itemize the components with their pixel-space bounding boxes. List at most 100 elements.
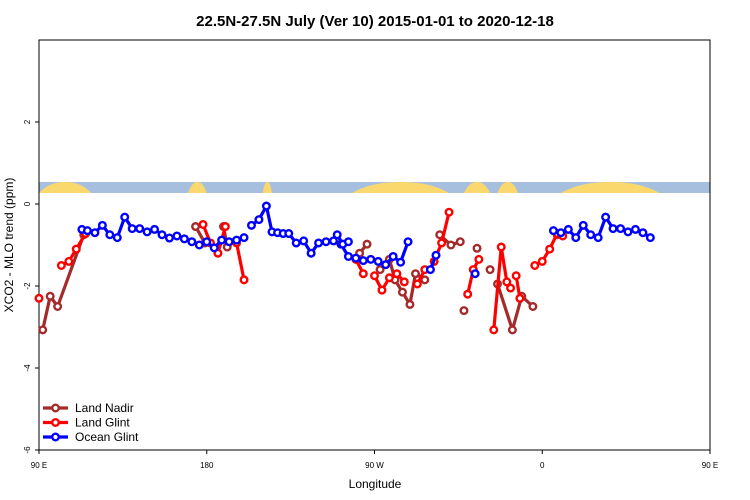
data-point	[239, 275, 249, 285]
data-point	[135, 224, 145, 234]
data-point	[38, 325, 48, 335]
x-axis-label: Longitude	[349, 477, 402, 491]
data-point	[343, 237, 353, 247]
data-point	[373, 256, 383, 266]
data-point	[623, 227, 633, 237]
data-point	[246, 220, 256, 230]
data-point	[71, 244, 81, 254]
data-point	[53, 302, 63, 312]
data-point	[198, 219, 208, 229]
data-point	[630, 224, 640, 234]
data-point	[537, 256, 547, 266]
data-point	[586, 230, 596, 240]
data-point	[179, 234, 189, 244]
data-point	[645, 233, 655, 243]
x-tick-label: 90 E	[702, 461, 718, 470]
land-region	[39, 182, 92, 193]
data-point	[388, 251, 398, 261]
data-point	[411, 269, 421, 279]
data-point	[220, 222, 230, 232]
data-point	[202, 237, 212, 247]
data-point	[105, 230, 115, 240]
legend-swatch-marker	[51, 403, 61, 413]
land-region	[497, 182, 519, 193]
chart-title: 22.5N-27.5N July (Ver 10) 2015-01-01 to …	[196, 13, 554, 30]
x-tick-label: 90 E	[31, 461, 47, 470]
data-point	[528, 302, 538, 312]
data-point	[470, 269, 480, 279]
data-point	[459, 306, 469, 316]
legend-item: Land Glint	[43, 416, 130, 430]
data-point	[328, 236, 338, 246]
data-point	[444, 207, 454, 217]
data-point	[399, 277, 409, 287]
y-tick-label: -4	[23, 364, 32, 372]
x-tick-label: 0	[540, 461, 545, 470]
data-point	[474, 254, 484, 264]
data-point	[392, 269, 402, 279]
data-point	[284, 229, 294, 239]
data-point	[489, 325, 499, 335]
data-point	[64, 256, 74, 266]
data-point	[405, 299, 415, 309]
data-point	[472, 243, 482, 253]
data-point	[412, 279, 422, 289]
data-point	[321, 237, 331, 247]
data-point	[571, 233, 581, 243]
data-point	[515, 293, 525, 303]
data-point	[314, 238, 324, 248]
y-axis-label: XCO2 - MLO trend (ppm)	[2, 178, 16, 313]
legend-label: Land Nadir	[75, 401, 134, 415]
data-point	[420, 275, 430, 285]
data-point	[157, 230, 167, 240]
data-point	[45, 291, 55, 301]
data-point	[56, 261, 66, 271]
data-point	[209, 243, 219, 253]
data-point	[239, 233, 249, 243]
data-point	[358, 269, 368, 279]
data-point	[616, 224, 626, 234]
data-point	[172, 231, 182, 241]
legend-swatch-marker	[51, 432, 61, 442]
data-point	[437, 238, 447, 248]
data-point	[332, 230, 342, 240]
data-point	[127, 224, 137, 234]
data-point	[425, 265, 435, 275]
y-tick-label: 2	[23, 119, 32, 124]
land-ocean-strip	[39, 182, 710, 193]
plot-frame	[38, 39, 711, 451]
data-point	[142, 227, 152, 237]
data-point	[150, 224, 160, 234]
data-point	[187, 237, 197, 247]
data-point	[97, 220, 107, 230]
y-tick-label: 0	[23, 201, 32, 206]
legend-item: Land Nadir	[43, 401, 134, 415]
data-point	[194, 240, 204, 250]
data-point	[384, 273, 394, 283]
data-point	[578, 220, 588, 230]
series-line	[495, 283, 535, 332]
legend-label: Land Glint	[75, 416, 130, 430]
data-point	[366, 254, 376, 264]
data-point	[351, 253, 361, 263]
data-point	[191, 222, 201, 232]
data-point	[164, 233, 174, 243]
data-point	[82, 226, 92, 236]
data-point	[381, 260, 391, 270]
data-point	[511, 271, 521, 281]
y-tick-label: -2	[23, 282, 32, 290]
data-point	[507, 325, 517, 335]
data-point	[455, 237, 465, 247]
data-point	[112, 233, 122, 243]
data-point	[431, 250, 441, 260]
series-layer	[34, 201, 655, 335]
land-region	[352, 182, 450, 193]
data-point	[502, 277, 512, 287]
data-point	[463, 289, 473, 299]
data-point	[545, 244, 555, 254]
legend-item: Ocean Glint	[43, 430, 139, 444]
data-point	[254, 215, 264, 225]
data-point	[593, 233, 603, 243]
land-region	[560, 182, 660, 193]
land-region	[188, 182, 207, 193]
